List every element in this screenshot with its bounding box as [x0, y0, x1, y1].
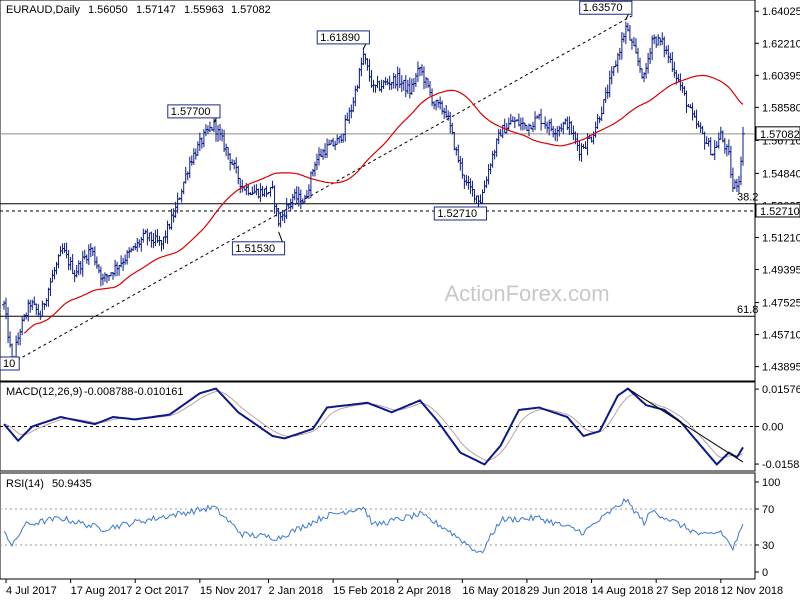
price-tick-label: 1.64025 [762, 6, 800, 18]
last-price-tag: 1.57082 [760, 129, 800, 141]
swing-label-text: 1.51530 [235, 243, 275, 255]
swing-label-text: 1.52710 [437, 208, 477, 220]
macd-tick-label: 0.015762 [762, 384, 800, 396]
date-tick-label: 15 Nov 2017 [200, 585, 262, 597]
rsi-value: 50.9435 [52, 478, 92, 490]
price-tick-label: 1.43895 [762, 362, 800, 374]
price-tick-label: 1.54840 [762, 168, 800, 180]
price-tick-label: 1.51210 [762, 232, 800, 244]
date-tick-label: 2 Jan 2018 [269, 585, 323, 597]
macd-tick-label: 0.00 [762, 422, 783, 434]
date-tick-label: 17 Aug 2017 [71, 585, 133, 597]
rsi-tick-label: 0 [762, 567, 768, 579]
date-tick-label: 2 Oct 2017 [135, 585, 189, 597]
date-tick-label: 16 May 2018 [462, 585, 526, 597]
rsi-tick-label: 100 [762, 477, 780, 489]
watermark-text: ActionForex.com [444, 281, 609, 306]
swing-label-text: 10 [3, 358, 15, 370]
header-high: 1.57147 [136, 4, 176, 16]
fib-level-label: 38.2 [737, 192, 758, 204]
header-open: 1.56050 [88, 4, 128, 16]
price-panel-frame [0, 0, 755, 381]
macd-tick-label: -0.015834 [762, 459, 800, 471]
date-tick-label: 4 Jul 2017 [6, 585, 57, 597]
header-symbol: EURAUD,Daily [6, 4, 80, 16]
support-price-tag: 1.52710 [760, 206, 800, 218]
date-tick-label: 12 Nov 2018 [721, 585, 783, 597]
swing-label-text: 1.63570 [583, 2, 623, 14]
header-close: 1.57082 [231, 4, 271, 16]
price-tick-label: 1.45710 [762, 330, 800, 342]
macd-title: MACD(12,26,9) [6, 386, 82, 398]
rsi-title: RSI(14) [6, 478, 44, 490]
date-tick-label: 29 Jun 2018 [527, 585, 588, 597]
price-tick-label: 1.49395 [762, 265, 800, 277]
date-tick-label: 2 Apr 2018 [398, 585, 451, 597]
macd-value-main: -0.008788 [84, 386, 134, 398]
swing-label-text: 1.57700 [171, 106, 211, 118]
fib-level-label: 61.8 [737, 304, 758, 316]
swing-label-text: 1.61890 [320, 32, 360, 44]
header-low: 1.55963 [184, 4, 224, 16]
rsi-tick-label: 70 [762, 504, 774, 516]
price-tick-label: 1.58580 [762, 102, 800, 114]
price-tick-label: 1.60395 [762, 70, 800, 82]
date-tick-label: 15 Feb 2018 [333, 585, 395, 597]
price-tick-label: 1.62210 [762, 38, 800, 50]
price-tick-label: 1.47525 [762, 298, 800, 310]
date-tick-label: 14 Aug 2018 [592, 585, 654, 597]
macd-value-signal: -0.010161 [134, 386, 184, 398]
date-tick-label: 27 Sep 2018 [656, 585, 718, 597]
rsi-tick-label: 30 [762, 540, 774, 552]
